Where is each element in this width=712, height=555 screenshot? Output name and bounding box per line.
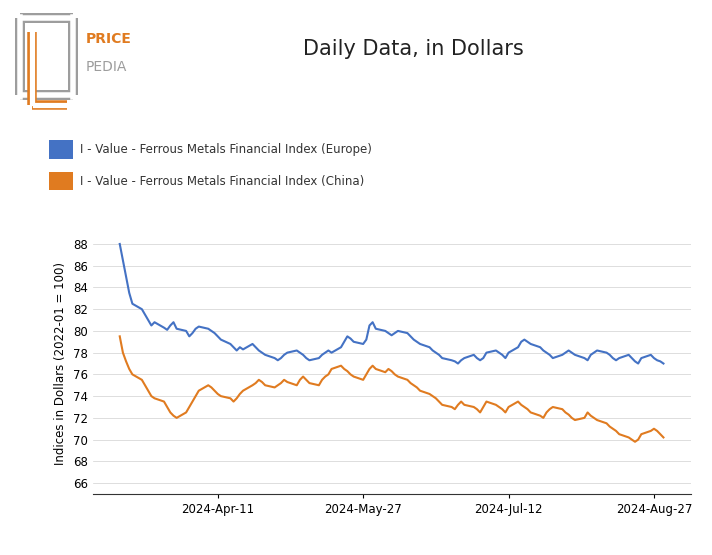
Text: I - Value - Ferrous Metals Financial Index (China): I - Value - Ferrous Metals Financial Ind…: [80, 175, 365, 188]
Text: Daily Data, in Dollars: Daily Data, in Dollars: [303, 39, 523, 59]
Y-axis label: Indices in Dollars (2022-01 = 100): Indices in Dollars (2022-01 = 100): [54, 262, 67, 465]
FancyBboxPatch shape: [49, 172, 73, 190]
Text: PEDIA: PEDIA: [85, 60, 127, 74]
Text: I - Value - Ferrous Metals Financial Index (Europe): I - Value - Ferrous Metals Financial Ind…: [80, 143, 372, 156]
FancyBboxPatch shape: [49, 140, 73, 159]
Text: PRICE: PRICE: [85, 32, 131, 46]
